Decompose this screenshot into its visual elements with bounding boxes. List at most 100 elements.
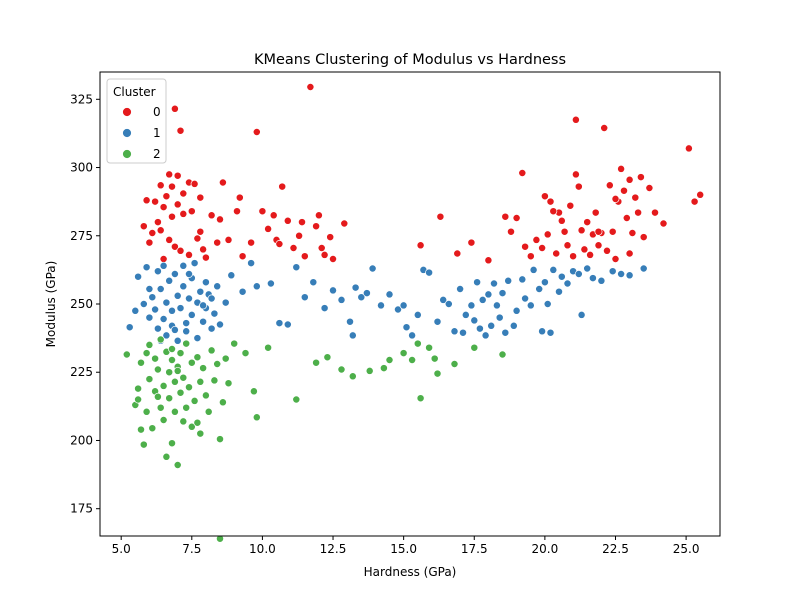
data-point-cluster-2 [173, 461, 182, 469]
data-point-cluster-0 [216, 215, 224, 224]
data-point-cluster-0 [577, 226, 586, 235]
data-point-cluster-0 [159, 255, 168, 263]
data-point-cluster-0 [317, 244, 326, 252]
data-point-cluster-1 [351, 283, 360, 292]
points-layer [122, 83, 705, 543]
data-point-cluster-2 [139, 440, 148, 449]
data-point-cluster-0 [196, 227, 205, 236]
data-point-cluster-2 [252, 413, 261, 422]
data-point-cluster-0 [546, 197, 555, 206]
data-point-cluster-0 [518, 169, 527, 177]
data-point-cluster-0 [622, 214, 631, 222]
data-point-cluster-1 [179, 261, 188, 270]
data-point-cluster-2 [218, 398, 227, 407]
data-point-cluster-1 [413, 310, 422, 319]
data-point-cluster-0 [484, 256, 493, 265]
data-point-cluster-1 [170, 325, 179, 334]
data-point-cluster-2 [337, 365, 346, 374]
data-point-cluster-1 [362, 289, 371, 298]
data-point-cluster-2 [159, 381, 168, 390]
data-point-cluster-0 [512, 214, 521, 222]
data-point-cluster-1 [357, 293, 366, 302]
data-point-cluster-0 [436, 212, 445, 221]
data-point-cluster-1 [490, 279, 498, 288]
x-tick-label: 12.5 [320, 542, 347, 556]
data-point-cluster-1 [227, 271, 236, 280]
data-point-cluster-0 [156, 226, 165, 235]
data-point-cluster-0 [571, 170, 580, 179]
data-point-cluster-2 [148, 424, 157, 433]
y-axis-label: Modulus (GPa) [44, 261, 58, 348]
data-point-cluster-1 [492, 301, 501, 310]
data-point-cluster-1 [337, 295, 346, 304]
data-point-cluster-0 [185, 250, 193, 259]
data-point-cluster-0 [145, 238, 154, 247]
data-point-cluster-1 [478, 295, 487, 304]
data-point-cluster-0 [659, 219, 668, 228]
y-axis: 175 200 225 250 275 300 325 [70, 92, 100, 516]
data-point-cluster-1 [450, 327, 459, 336]
data-point-cluster-2 [153, 365, 162, 374]
data-point-cluster-2 [196, 377, 205, 386]
data-point-cluster-2 [216, 534, 224, 543]
data-point-cluster-0 [611, 194, 620, 203]
data-point-cluster-2 [249, 387, 258, 396]
data-point-cluster-1 [165, 276, 174, 285]
data-point-cluster-1 [193, 334, 202, 343]
data-point-cluster-2 [145, 340, 154, 349]
data-point-cluster-1 [625, 271, 634, 280]
data-point-cluster-0 [625, 249, 634, 258]
data-point-cluster-1 [526, 301, 535, 310]
data-point-cluster-1 [399, 301, 408, 310]
data-point-cluster-0 [631, 193, 640, 202]
x-axis-label: Hardness (GPa) [364, 565, 457, 579]
data-point-cluster-0 [190, 179, 199, 188]
legend-label-0: 0 [153, 105, 161, 119]
data-point-cluster-0 [156, 181, 165, 190]
data-point-cluster-2 [179, 373, 188, 382]
data-point-cluster-1 [247, 259, 256, 268]
chart-title: KMeans Clustering of Modulus vs Hardness [254, 52, 566, 68]
data-point-cluster-1 [196, 287, 205, 296]
data-point-cluster-1 [439, 295, 448, 304]
data-point-cluster-2 [201, 391, 210, 400]
data-point-cluster-1 [173, 291, 182, 300]
data-point-cluster-1 [529, 265, 538, 274]
x-axis: 5.0 7.5 10.0 12.5 15.0 17.5 20.0 22.5 25.0 [112, 536, 699, 556]
data-point-cluster-1 [546, 328, 555, 337]
data-point-cluster-1 [151, 305, 160, 314]
data-point-cluster-0 [625, 175, 634, 184]
data-point-cluster-0 [159, 203, 168, 212]
data-point-cluster-0 [586, 250, 595, 259]
data-point-cluster-0 [594, 227, 603, 236]
data-point-cluster-2 [173, 366, 182, 375]
data-point-cluster-1 [159, 261, 168, 270]
data-point-cluster-1 [173, 336, 182, 345]
data-point-cluster-0 [170, 242, 179, 251]
y-tick-label: 200 [70, 433, 93, 447]
data-point-cluster-1 [368, 264, 377, 273]
data-point-cluster-1 [509, 321, 518, 330]
data-point-cluster-0 [329, 255, 337, 263]
data-point-cluster-0 [600, 124, 609, 132]
data-point-cluster-2 [210, 376, 219, 385]
data-point-cluster-0 [312, 222, 321, 231]
data-point-cluster-1 [555, 287, 563, 296]
data-point-cluster-1 [425, 268, 434, 277]
data-point-cluster-1 [501, 328, 510, 337]
data-point-cluster-2 [193, 353, 202, 362]
data-point-cluster-0 [298, 218, 306, 227]
data-point-cluster-1 [329, 286, 337, 295]
x-tick-label: 22.5 [602, 542, 629, 556]
data-point-cluster-0 [207, 211, 216, 220]
data-point-cluster-2 [196, 429, 205, 438]
data-point-cluster-0 [233, 207, 241, 216]
y-tick-label: 225 [70, 365, 93, 379]
data-point-cluster-2 [416, 394, 425, 403]
data-point-cluster-2 [145, 375, 154, 384]
data-point-cluster-1 [159, 315, 168, 323]
data-point-cluster-2 [221, 354, 230, 363]
data-point-cluster-1 [512, 306, 521, 315]
data-point-cluster-2 [170, 377, 179, 386]
data-point-cluster-0 [549, 207, 558, 216]
